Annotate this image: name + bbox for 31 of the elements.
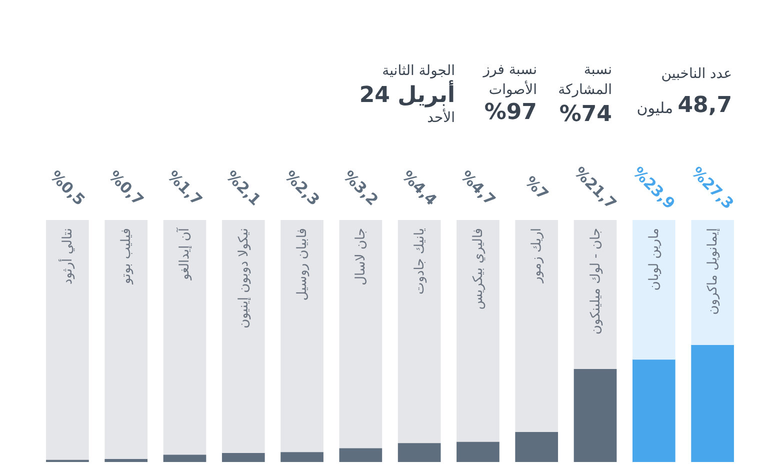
x-tick-label: إيمانويل ماكرون (706, 228, 721, 315)
bar (163, 454, 206, 462)
bar (339, 448, 382, 462)
x-tick-label: اريك زمور (530, 228, 545, 284)
x-tick-label: فابيان روسيل (295, 228, 310, 301)
text: مليون (636, 99, 673, 117)
text: 24 أبريل (359, 80, 455, 108)
text: نسبة فرز الأصوات (482, 62, 537, 98)
text: %74 (559, 102, 612, 127)
x-tick-label: آن إيدالغو (176, 226, 193, 281)
x-tick-label: جان لاسال (354, 228, 369, 286)
x-tick-label: مارين لوبان (646, 228, 662, 291)
text: 48,7 (678, 93, 732, 118)
bar (280, 452, 324, 462)
bar (515, 432, 558, 462)
x-tick-label: يانيك جادوت (412, 228, 428, 295)
x-tick-label: فيليب بوتو (119, 228, 134, 285)
x-tick-label: نيكولا دوبون إينيون (236, 228, 252, 328)
text: الأحد (427, 108, 455, 126)
text: الجولة الثانية (382, 63, 455, 79)
text: عدد الناخبين (661, 66, 732, 82)
bar (104, 459, 148, 462)
bar (456, 442, 500, 462)
text: %97 (484, 100, 537, 125)
bar (222, 453, 265, 462)
data-label: %7 (521, 172, 552, 204)
x-tick-label: جان - لوك ميلينكون (588, 228, 604, 335)
text: نسبة المشاركة (558, 62, 612, 98)
bar (398, 443, 441, 462)
x-tick-label: نتالي أرثود (58, 228, 76, 284)
x-tick-label: فاليري بيكريس (470, 228, 486, 310)
